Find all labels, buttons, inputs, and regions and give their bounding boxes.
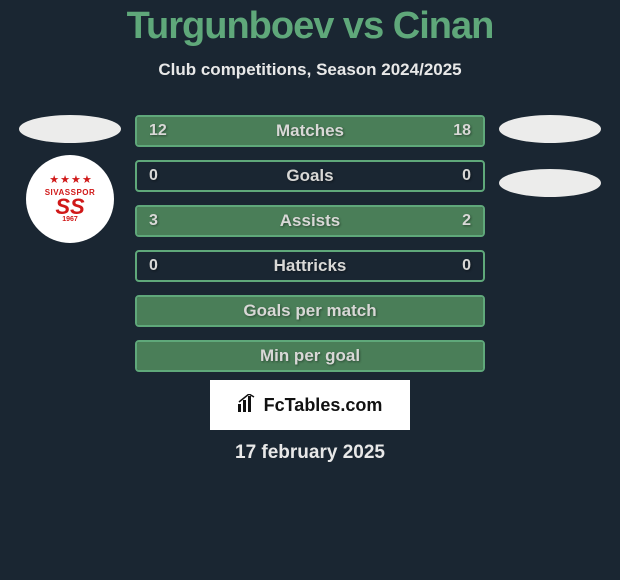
left-player-col: ★ ★ ★ ★ SIVASSPOR SS 1967 [15,115,125,243]
comparison-container: Turgunboev vs Cinan Club competitions, S… [0,0,620,580]
stat-row-goals: 0 Goals 0 [135,160,485,192]
club-logo-placeholder [499,169,601,197]
chart-icon [238,394,258,417]
club-logo-sivasspor: ★ ★ ★ ★ SIVASSPOR SS 1967 [26,155,114,243]
stat-label: Goals per match [243,301,376,321]
stat-label: Hattricks [274,256,347,276]
stat-row-matches: 12 Matches 18 [135,115,485,147]
page-title: Turgunboev vs Cinan [127,5,494,48]
stat-value-right: 18 [453,122,471,140]
stat-value-right: 0 [462,167,471,185]
stat-value-left: 0 [149,167,158,185]
stat-value-left: 0 [149,257,158,275]
brand-text: FcTables.com [264,395,383,416]
right-player-col [495,115,605,197]
stat-label: Min per goal [260,346,360,366]
content-row: ★ ★ ★ ★ SIVASSPOR SS 1967 12 Matches 18 … [0,115,620,372]
stat-value-right: 0 [462,257,471,275]
stats-column: 12 Matches 18 0 Goals 0 3 Assists 2 0 Ha… [135,115,485,372]
stat-label: Matches [276,121,344,141]
player-photo-placeholder [19,115,121,143]
club-year: 1967 [62,216,78,223]
stat-value-left: 3 [149,212,158,230]
stat-label: Assists [280,211,340,231]
stat-label: Goals [286,166,333,186]
club-initials: SS [55,197,84,217]
club-stars: ★ ★ ★ ★ [49,175,91,186]
date-label: 17 february 2025 [235,442,385,464]
stat-row-assists: 3 Assists 2 [135,205,485,237]
stat-value-right: 2 [462,212,471,230]
stat-row-goals-per-match: Goals per match [135,295,485,327]
stat-row-hattricks: 0 Hattricks 0 [135,250,485,282]
stat-row-min-per-goal: Min per goal [135,340,485,372]
brand-badge[interactable]: FcTables.com [210,380,410,430]
stat-value-left: 12 [149,122,167,140]
page-subtitle: Club competitions, Season 2024/2025 [158,60,461,80]
player-photo-placeholder [499,115,601,143]
